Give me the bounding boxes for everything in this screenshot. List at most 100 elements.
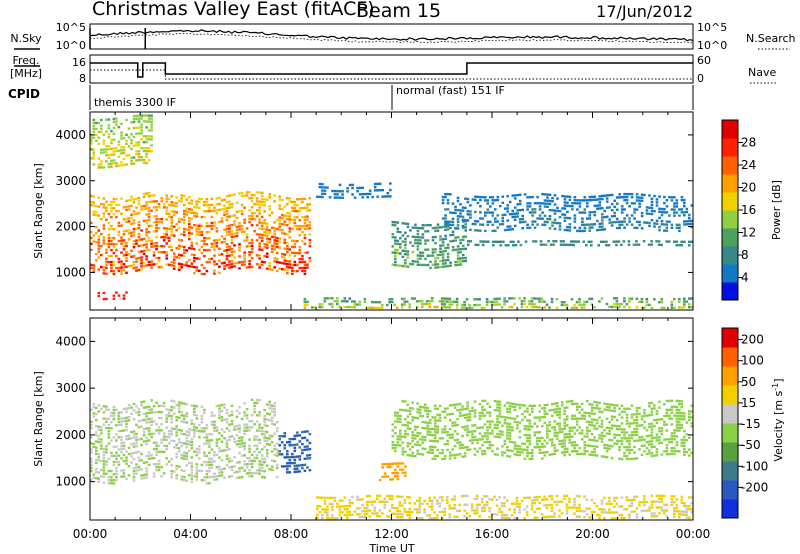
echo-cell — [275, 454, 279, 457]
echo-cell — [404, 465, 407, 468]
echo-cell — [293, 254, 297, 258]
echo-cell — [112, 153, 116, 156]
echo-cell — [520, 300, 524, 303]
echo-cell — [218, 202, 221, 206]
echo-cell — [431, 448, 434, 452]
echo-cell — [451, 220, 455, 224]
echo-cell — [435, 516, 439, 520]
echo-cell — [137, 419, 141, 423]
echo-cell — [583, 223, 587, 226]
echo-cell — [90, 478, 93, 482]
echo-cell — [378, 182, 382, 185]
echo-cell — [458, 453, 462, 456]
echo-cell — [433, 434, 437, 437]
echo-cell — [125, 154, 128, 157]
echo-cell — [444, 192, 447, 196]
echo-cell — [508, 440, 512, 443]
echo-cell — [426, 451, 429, 454]
echo-cell — [107, 221, 111, 225]
echo-cell — [590, 403, 594, 406]
echo-cell — [160, 465, 163, 469]
echo-cell — [235, 225, 239, 229]
echo-cell — [436, 431, 439, 434]
echo-cell — [675, 435, 679, 438]
echo-cell — [468, 415, 472, 419]
echo-cell — [556, 209, 559, 213]
echo-cell — [575, 423, 579, 426]
echo-cell — [516, 415, 519, 418]
echo-cell — [291, 266, 294, 269]
echo-cell — [147, 230, 151, 234]
echo-cell — [463, 446, 467, 449]
echo-cell — [608, 438, 611, 442]
echo-cell — [240, 466, 244, 470]
echo-cell — [243, 414, 246, 417]
echo-cell — [590, 453, 594, 456]
echo-cell — [293, 443, 297, 447]
echo-cell — [508, 508, 511, 511]
echo-cell — [553, 402, 557, 405]
power-x-tick-marks — [89, 112, 694, 310]
echo-cell — [268, 468, 271, 471]
echo-cell — [443, 425, 447, 428]
echo-cell — [228, 457, 231, 460]
echo-cell — [439, 226, 442, 229]
echo-cell — [568, 435, 571, 438]
echo-cell — [394, 471, 397, 475]
echo-cell — [590, 412, 594, 415]
echo-cell — [566, 226, 569, 229]
echo-cell — [458, 402, 462, 406]
echo-cell — [180, 441, 183, 444]
echo-cell — [543, 193, 547, 196]
echo-cell — [653, 454, 656, 457]
echo-cell — [575, 420, 579, 423]
echo-cell — [491, 429, 494, 432]
echo-cell — [630, 404, 634, 407]
echo-cell — [105, 160, 108, 163]
echo-cell — [122, 263, 126, 266]
echo-cell — [496, 195, 500, 199]
echo-cell — [127, 208, 131, 211]
echo-cell — [260, 448, 264, 451]
echo-cell — [175, 446, 178, 449]
echo-cell — [421, 453, 424, 456]
echo-cell — [441, 250, 445, 253]
echo-cell — [147, 457, 151, 460]
echo-cell — [353, 303, 357, 306]
echo-cell — [368, 515, 372, 518]
echo-cell — [551, 196, 554, 200]
echo-cell — [450, 498, 454, 501]
echo-cell — [250, 465, 254, 469]
echo-cell — [575, 444, 579, 447]
echo-cell — [107, 203, 111, 207]
echo-cell — [92, 127, 96, 130]
echo-cell — [255, 420, 259, 423]
echo-cell — [595, 421, 599, 425]
echo-cell — [132, 228, 136, 231]
echo-cell — [363, 512, 367, 515]
echo-cell — [183, 209, 186, 213]
echo-cell — [296, 228, 299, 231]
colorbar-tick-label: 4 — [741, 271, 749, 285]
echo-cell — [461, 220, 465, 223]
echo-cell — [683, 429, 686, 433]
echo-cell — [496, 447, 499, 450]
echo-cell — [630, 434, 634, 437]
echo-cell — [623, 431, 626, 434]
echo-cell — [172, 261, 176, 264]
echo-cell — [245, 233, 249, 236]
echo-cell — [258, 191, 261, 194]
echo-cell — [685, 220, 689, 223]
echo-cell — [568, 438, 571, 441]
echo-cell — [127, 199, 131, 202]
echo-cell — [436, 454, 439, 458]
echo-cell — [456, 453, 459, 456]
echo-cell — [363, 515, 367, 518]
echo-cell — [598, 198, 602, 201]
echo-cell — [633, 427, 636, 431]
echo-cell — [122, 475, 126, 478]
echo-cell — [303, 300, 307, 304]
echo-cell — [188, 231, 191, 235]
echo-cell — [419, 257, 422, 260]
echo-cell — [431, 439, 434, 443]
